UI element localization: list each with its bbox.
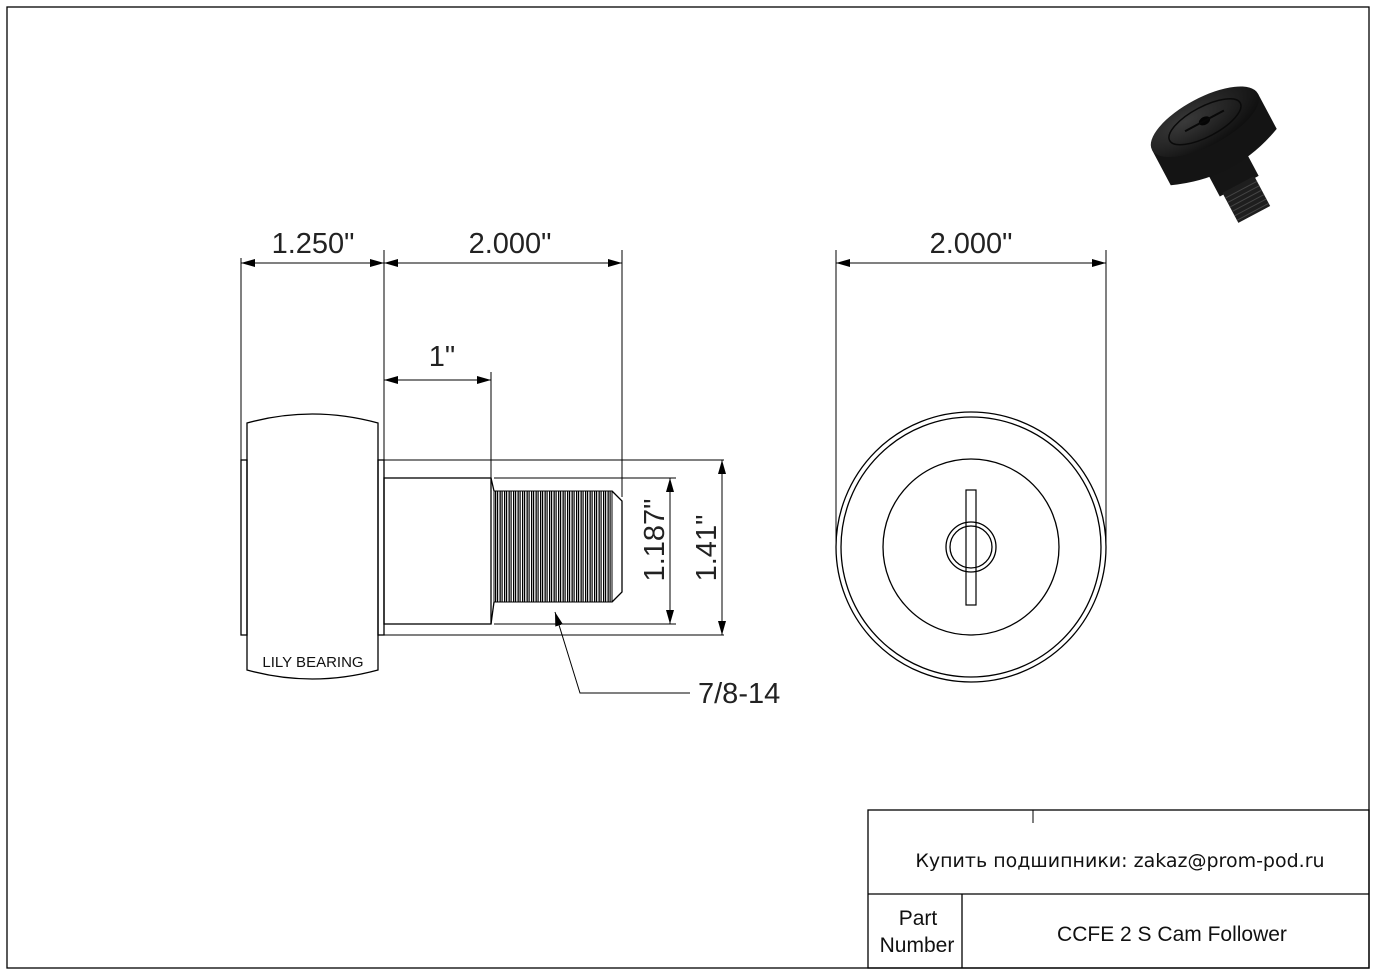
dim-flange-diameter: 1.41" — [691, 515, 723, 582]
roller-outline — [246, 413, 379, 680]
part-number-label-1: Part — [899, 907, 938, 930]
dim-shank-diameter: 1.187" — [639, 499, 671, 582]
right-flange — [377, 459, 385, 636]
title-block: Купить подшипники: zakaz@prom-pod.ru Par… — [867, 809, 1370, 969]
thread-leader — [554, 611, 690, 694]
brand-label: LILY BEARING — [262, 654, 363, 671]
thread-region — [493, 490, 613, 603]
center-hole — [945, 521, 997, 573]
contact-text: Купить подшипники: zakaz@prom-pod.ru — [915, 850, 1324, 872]
part-number-value: CCFE 2 S Cam Follower — [1057, 923, 1287, 946]
dim-thread-length: 1" — [429, 341, 455, 373]
hex-slot — [965, 489, 977, 606]
thread-chamfer — [611, 490, 623, 603]
part-number-label-2: Number — [880, 934, 955, 957]
drawing-border — [6, 6, 1370, 969]
side-view: LILY BEARING 1.250" 2.000" 1" 1.187" 1.4… — [240, 228, 780, 710]
front-view: 2.000" — [835, 228, 1107, 683]
dim-roller-diameter: 2.000" — [930, 228, 1013, 260]
dim-stud-length: 2.000" — [469, 228, 552, 260]
3d-cam-follower-image — [1150, 86, 1277, 223]
left-flange — [240, 459, 248, 636]
stud-shank — [383, 477, 492, 625]
dim-roller-width: 1.250" — [272, 228, 355, 260]
dim-thread-spec: 7/8-14 — [698, 678, 780, 710]
